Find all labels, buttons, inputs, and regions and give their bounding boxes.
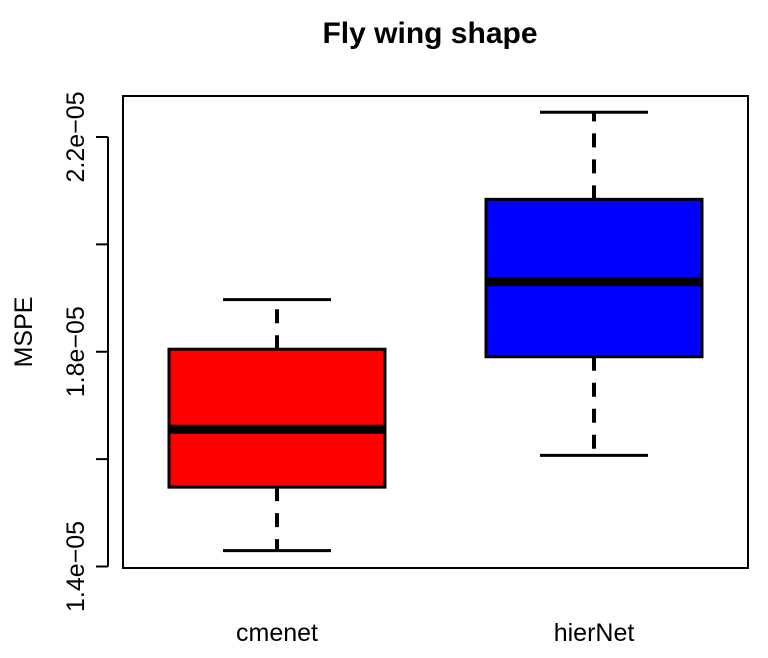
box-cmenet bbox=[167, 298, 387, 553]
box-hierNet bbox=[484, 110, 704, 457]
y-axis-label: MSPE bbox=[10, 297, 38, 368]
y-tick-label: 2.2e−05 bbox=[62, 91, 90, 182]
y-tick-label: 1.4e−05 bbox=[62, 521, 90, 612]
boxes bbox=[167, 110, 704, 553]
iqr-box bbox=[167, 347, 387, 489]
x-axis: cmenet hierNet bbox=[236, 619, 634, 647]
y-axis: 1.4e−05 1.8e−05 2.2e−05 bbox=[62, 91, 109, 612]
y-tick-label: 1.8e−05 bbox=[62, 306, 90, 397]
plot-frame bbox=[122, 95, 749, 569]
x-tick-label: cmenet bbox=[236, 619, 318, 647]
chart-title: Fly wing shape bbox=[322, 17, 537, 50]
x-tick-label: hierNet bbox=[554, 619, 635, 647]
